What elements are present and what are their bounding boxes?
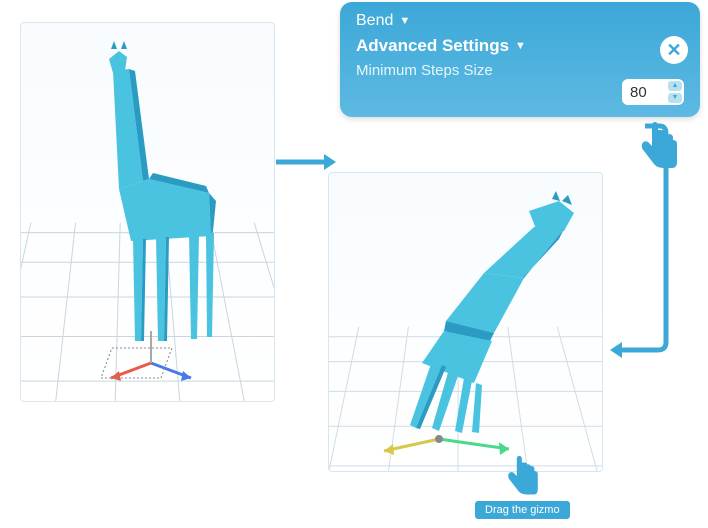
giraffe-model-standing	[61, 41, 231, 371]
flow-arrow-to-panel	[276, 152, 336, 172]
spinner-down-icon[interactable]: ▼	[668, 93, 682, 103]
panel-tool-dropdown[interactable]: Bend ▼	[356, 12, 684, 30]
spinner-up-icon[interactable]: ▲	[668, 81, 682, 91]
dropdown-icon: ▼	[515, 40, 526, 52]
pointer-hand-icon	[632, 118, 682, 174]
dropdown-icon: ▼	[399, 15, 410, 27]
pointer-hand-icon	[500, 452, 542, 500]
close-icon: ✕	[666, 40, 681, 61]
section-title: Advanced Settings	[356, 36, 509, 56]
viewport-before	[20, 22, 275, 402]
viewport-after	[328, 172, 603, 472]
close-panel-button[interactable]: ✕	[660, 36, 688, 64]
panel-section-toggle[interactable]: Advanced Settings ▼	[356, 36, 684, 56]
giraffe-model-bent	[364, 183, 584, 443]
steps-size-input[interactable]: 80 ▲ ▼	[622, 79, 684, 105]
setting-label: Minimum Steps Size	[356, 62, 493, 79]
gizmo-tooltip: Drag the gizmo	[474, 500, 571, 520]
steps-size-value: 80	[630, 84, 647, 101]
tooltip-text: Drag the gizmo	[485, 504, 560, 516]
transform-gizmo[interactable]	[91, 323, 211, 383]
bend-settings-panel: Bend ▼ Advanced Settings ▼ Minimum Steps…	[340, 2, 700, 117]
number-spinner[interactable]: ▲ ▼	[668, 81, 682, 103]
tool-name: Bend	[356, 12, 393, 30]
